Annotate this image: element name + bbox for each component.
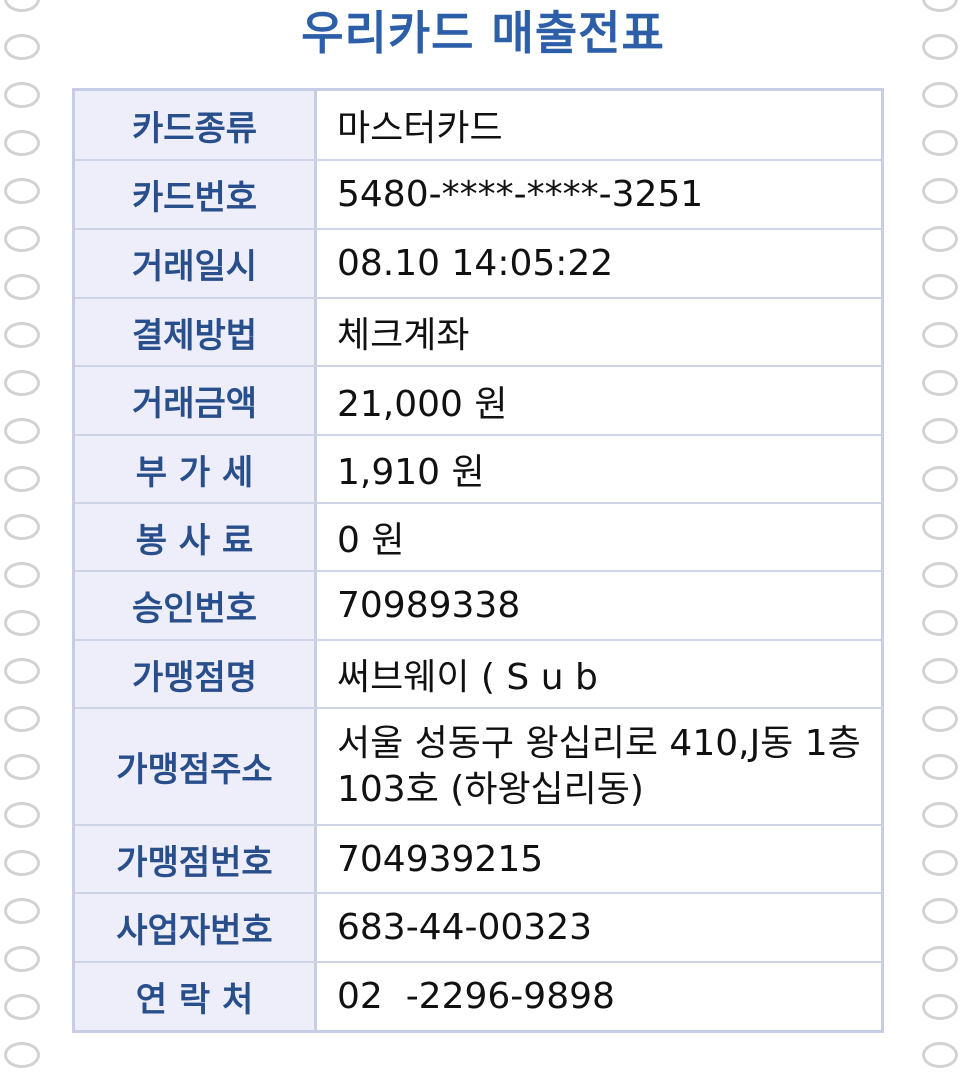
value-contact: 02 -2296-9898 <box>337 976 615 1017</box>
perforation-hole <box>922 466 958 492</box>
label-merchant-name: 가맹점명 <box>75 641 317 707</box>
label-business-number: 사업자번호 <box>75 894 317 961</box>
perforation-hole <box>4 514 40 540</box>
value-card-number: 5480-****-****-3251 <box>337 174 704 215</box>
perforation-hole <box>922 898 958 924</box>
label-approval-number: 승인번호 <box>75 572 317 639</box>
left-perforation <box>4 0 44 1074</box>
perforation-hole <box>922 658 958 684</box>
perforation-hole <box>4 994 40 1020</box>
row-contact: 연 락 처 02 -2296-9898 <box>75 963 881 1030</box>
value-merchant-address: 서울 성동구 왕십리로 410,J동 1층 103호 (하왕십리동) <box>337 722 861 810</box>
right-perforation <box>922 0 962 1074</box>
label-card-number: 카드번호 <box>75 161 317 228</box>
row-amount: 거래금액 21,000 원 <box>75 367 881 436</box>
perforation-hole <box>4 418 40 444</box>
perforation-hole <box>922 322 958 348</box>
perforation-hole <box>922 274 958 300</box>
row-service-charge: 봉 사 료 0 원 <box>75 504 881 572</box>
perforation-hole <box>922 418 958 444</box>
perforation-hole <box>922 130 958 156</box>
perforation-hole <box>922 994 958 1020</box>
value-transaction-datetime: 08.10 14:05:22 <box>337 243 614 284</box>
perforation-hole <box>4 658 40 684</box>
row-vat: 부 가 세 1,910 원 <box>75 436 881 504</box>
row-card-type: 카드종류 마스터카드 <box>75 91 881 161</box>
perforation-hole <box>922 562 958 588</box>
value-service-charge: 0 원 <box>337 520 405 561</box>
perforation-hole <box>4 946 40 972</box>
perforation-hole <box>922 754 958 780</box>
perforation-hole <box>922 850 958 876</box>
perforation-hole <box>922 34 958 60</box>
perforation-hole <box>922 82 958 108</box>
label-contact: 연 락 처 <box>75 963 317 1030</box>
row-card-number: 카드번호 5480-****-****-3251 <box>75 161 881 230</box>
receipt-title: 우리카드 매출전표 <box>301 6 665 60</box>
perforation-hole <box>4 226 40 252</box>
perforation-hole <box>4 466 40 492</box>
perforation-hole <box>4 274 40 300</box>
perforation-hole <box>4 322 40 348</box>
value-merchant-number: 704939215 <box>337 838 544 880</box>
label-merchant-address: 가맹점주소 <box>75 709 317 824</box>
perforation-hole <box>4 706 40 732</box>
perforation-hole <box>4 178 40 204</box>
label-vat: 부 가 세 <box>75 436 317 502</box>
label-transaction-datetime: 거래일시 <box>75 230 317 297</box>
perforation-hole <box>4 898 40 924</box>
value-card-type: 마스터카드 <box>337 108 503 149</box>
perforation-hole <box>4 370 40 396</box>
label-service-charge: 봉 사 료 <box>75 504 317 570</box>
label-card-type: 카드종류 <box>75 91 317 159</box>
perforation-hole <box>4 850 40 876</box>
row-merchant-address: 가맹점주소 서울 성동구 왕십리로 410,J동 1층 103호 (하왕십리동) <box>75 709 881 826</box>
value-approval-number: 70989338 <box>337 585 521 626</box>
perforation-hole <box>4 82 40 108</box>
row-business-number: 사업자번호 683-44-00323 <box>75 894 881 963</box>
perforation-hole <box>922 802 958 828</box>
value-amount: 21,000 원 <box>337 383 508 425</box>
row-merchant-name: 가맹점명 써브웨이 ( S u b <box>75 641 881 709</box>
perforation-hole <box>922 226 958 252</box>
perforation-hole <box>922 1042 958 1068</box>
perforation-hole <box>922 514 958 540</box>
value-business-number: 683-44-00323 <box>337 907 593 948</box>
row-merchant-number: 가맹점번호 704939215 <box>75 826 881 894</box>
receipt-table: 카드종류 마스터카드 카드번호 5480-****-****-3251 거래일시… <box>72 88 884 1033</box>
row-approval-number: 승인번호 70989338 <box>75 572 881 641</box>
perforation-hole <box>4 1042 40 1068</box>
label-merchant-number: 가맹점번호 <box>75 826 317 892</box>
label-payment-method: 결제방법 <box>75 299 317 365</box>
label-amount: 거래금액 <box>75 367 317 434</box>
perforation-hole <box>922 370 958 396</box>
value-merchant-name: 써브웨이 ( S u b <box>337 657 598 698</box>
perforation-hole <box>4 562 40 588</box>
perforation-hole <box>4 34 40 60</box>
perforation-hole <box>4 754 40 780</box>
perforation-hole <box>4 610 40 636</box>
row-transaction-datetime: 거래일시 08.10 14:05:22 <box>75 230 881 299</box>
value-payment-method: 체크계좌 <box>337 315 470 356</box>
perforation-hole <box>922 178 958 204</box>
value-vat: 1,910 원 <box>337 452 485 493</box>
perforation-hole <box>922 706 958 732</box>
row-payment-method: 결제방법 체크계좌 <box>75 299 881 367</box>
perforation-hole <box>4 130 40 156</box>
perforation-hole <box>4 802 40 828</box>
perforation-hole <box>922 610 958 636</box>
perforation-hole <box>922 946 958 972</box>
